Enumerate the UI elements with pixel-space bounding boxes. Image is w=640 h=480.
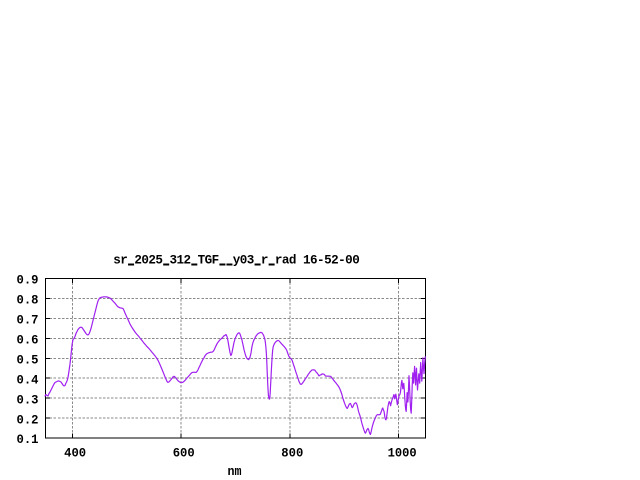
svg-text:1000: 1000 xyxy=(388,446,417,460)
svg-text:5: 5 xyxy=(324,253,332,267)
svg-text:2: 2 xyxy=(184,253,192,267)
svg-text:0.3: 0.3 xyxy=(17,393,39,407)
svg-text:T: T xyxy=(198,253,206,267)
svg-text:0: 0 xyxy=(240,253,248,267)
svg-text:-: - xyxy=(317,253,325,267)
svg-text:s: s xyxy=(113,253,121,267)
svg-text:1: 1 xyxy=(176,253,184,267)
svg-text:d: d xyxy=(289,253,297,267)
svg-text:0.1: 0.1 xyxy=(17,433,39,447)
svg-text:y: y xyxy=(233,253,241,267)
svg-text:0.7: 0.7 xyxy=(17,314,39,328)
svg-text:0.2: 0.2 xyxy=(17,413,39,427)
svg-text:0.4: 0.4 xyxy=(17,373,39,387)
svg-text:2: 2 xyxy=(134,253,142,267)
svg-text:0.9: 0.9 xyxy=(17,274,39,288)
svg-text:-: - xyxy=(338,253,346,267)
svg-text:5: 5 xyxy=(155,253,163,267)
svg-text:G: G xyxy=(205,253,213,267)
svg-text:2: 2 xyxy=(331,253,339,267)
svg-text:0.5: 0.5 xyxy=(17,353,39,367)
svg-text:nm: nm xyxy=(228,465,242,479)
svg-text:400: 400 xyxy=(64,446,86,460)
svg-text:0: 0 xyxy=(352,253,360,267)
svg-text:800: 800 xyxy=(281,446,303,460)
svg-text:0.6: 0.6 xyxy=(17,334,39,348)
svg-text:3: 3 xyxy=(247,253,255,267)
svg-text:a: a xyxy=(282,253,290,267)
svg-text:6: 6 xyxy=(310,253,318,267)
svg-text:0: 0 xyxy=(345,253,353,267)
svg-text:3: 3 xyxy=(169,253,177,267)
svg-text:r: r xyxy=(275,253,283,267)
svg-text:r: r xyxy=(261,253,269,267)
svg-text:r: r xyxy=(120,253,128,267)
svg-text:600: 600 xyxy=(173,446,195,460)
svg-text:0.8: 0.8 xyxy=(17,294,39,308)
svg-text:0: 0 xyxy=(141,253,149,267)
svg-text:2: 2 xyxy=(148,253,156,267)
svg-text:F: F xyxy=(212,253,220,267)
svg-text:1: 1 xyxy=(303,253,311,267)
